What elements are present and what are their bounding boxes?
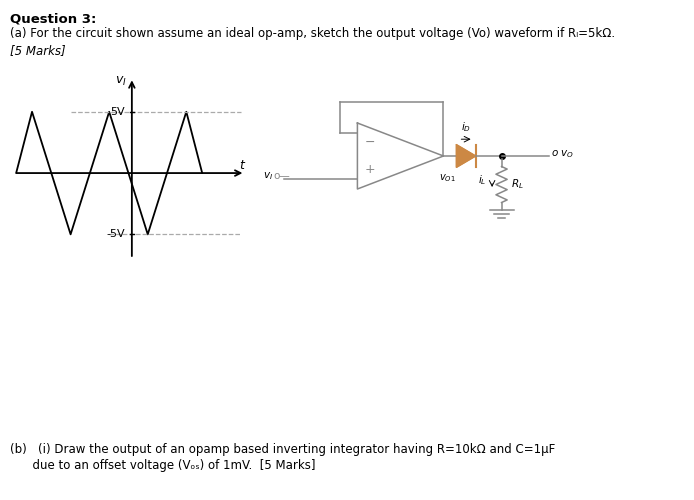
Text: -5V: -5V bbox=[106, 230, 125, 239]
Text: $t$: $t$ bbox=[239, 159, 246, 172]
Text: o—: o— bbox=[273, 171, 290, 181]
Text: $v_I$: $v_I$ bbox=[264, 170, 273, 182]
Text: $i_L$: $i_L$ bbox=[478, 173, 487, 187]
Polygon shape bbox=[457, 144, 475, 168]
Text: +: + bbox=[364, 163, 375, 176]
Text: (b)   (i) Draw the output of an opamp based inverting integrator having R=10kΩ a: (b) (i) Draw the output of an opamp base… bbox=[10, 442, 556, 456]
Text: $v_{O1}$: $v_{O1}$ bbox=[439, 172, 456, 184]
Text: $v_I$: $v_I$ bbox=[115, 74, 126, 88]
Text: (a) For the circuit shown assume an ideal op-amp, sketch the output voltage (Vo): (a) For the circuit shown assume an idea… bbox=[10, 28, 616, 40]
Text: $i_D$: $i_D$ bbox=[461, 120, 471, 134]
Text: $R_L$: $R_L$ bbox=[511, 178, 524, 192]
Text: o $v_O$: o $v_O$ bbox=[551, 148, 574, 160]
Text: [5 Marks]: [5 Marks] bbox=[10, 44, 66, 57]
Text: due to an offset voltage (Vₒₛ) of 1mV.  [5 Marks]: due to an offset voltage (Vₒₛ) of 1mV. [… bbox=[10, 459, 316, 472]
Text: 5V: 5V bbox=[110, 107, 125, 117]
Text: −: − bbox=[364, 136, 375, 149]
Text: Question 3:: Question 3: bbox=[10, 12, 96, 26]
